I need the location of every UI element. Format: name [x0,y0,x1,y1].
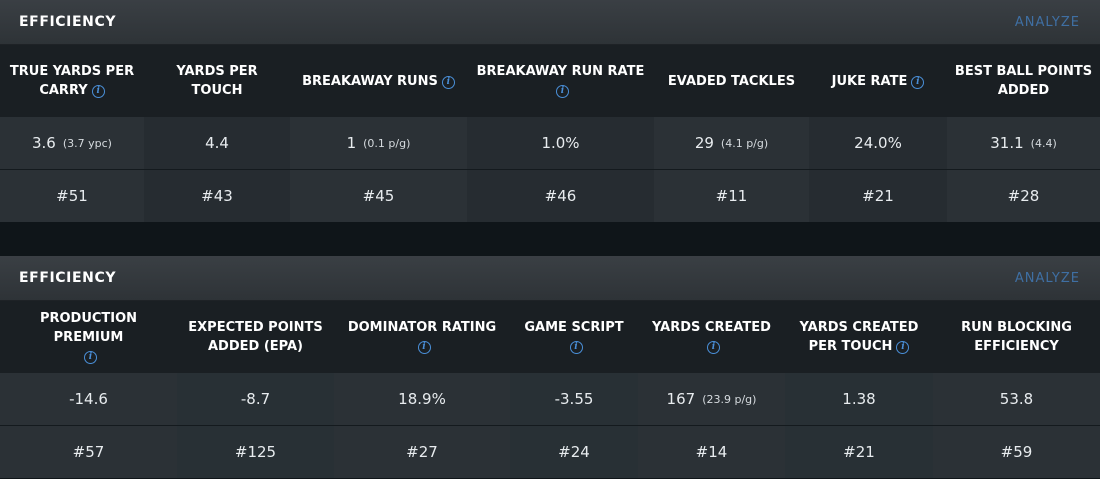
stats-grid: PRODUCTION PREMIUM i -14.6 #57 EXPECTED P… [0,301,1100,478]
stat-rank: #28 [947,170,1100,222]
analyze-link[interactable]: ANALYZE [1014,14,1080,30]
stat-column-epa: EXPECTED POINTS ADDED (EPA) -8.7 #125 [177,301,334,478]
stat-value: 18.9% [334,373,510,426]
panel-header: EFFICIENCY ANALYZE [0,0,1100,45]
stat-column-production-premium: PRODUCTION PREMIUM i -14.6 #57 [0,301,177,478]
stat-value: 3.6 (3.7 ypc) [0,117,144,170]
stat-rank: #27 [334,426,510,478]
info-icon[interactable]: i [707,341,720,354]
column-header: YARDS CREATEDi [638,301,785,373]
stat-rank: #51 [0,170,144,222]
stat-value: 1 (0.1 p/g) [290,117,467,170]
stat-value: -14.6 [0,373,177,426]
stat-rank: #59 [933,426,1100,478]
stat-rank: #46 [467,170,654,222]
stat-column-best-ball-points-added: BEST BALL POINTS ADDED 31.1 (4.4) #28 [947,45,1100,222]
info-icon[interactable]: i [417,341,431,354]
panel-gap [0,222,1100,256]
stat-rank: #11 [654,170,809,222]
efficiency-panel-1: EFFICIENCY ANALYZE TRUE YARDS PER CARRY i… [0,0,1100,222]
stat-rank: #125 [177,426,334,478]
stat-rank: #21 [809,170,947,222]
stat-value: -8.7 [177,373,334,426]
stat-value: 1.38 [785,373,933,426]
stat-value: 24.0% [809,117,947,170]
stat-column-dominator-rating: DOMINATOR RATINGi 18.9% #27 [334,301,510,478]
panel-title: EFFICIENCY [19,270,117,286]
column-header: DOMINATOR RATINGi [334,301,510,373]
column-header: YARDS CREATED PER TOUCH i [785,301,933,373]
info-icon[interactable]: i [556,85,569,98]
stat-column-yards-created-per-touch: YARDS CREATED PER TOUCH i 1.38 #21 [785,301,933,478]
stat-rank: #24 [510,426,638,478]
column-header: TRUE YARDS PER CARRY i [0,45,144,117]
stat-column-breakaway-runs: BREAKAWAY RUNS i 1 (0.1 p/g) #45 [290,45,467,222]
stat-column-breakaway-run-rate: BREAKAWAY RUN RATEi 1.0% #46 [467,45,654,222]
column-header: BREAKAWAY RUNS i [290,45,467,117]
stat-value: 4.4 [144,117,290,170]
info-icon[interactable]: i [84,350,97,364]
stat-column-yards-created: YARDS CREATEDi 167 (23.9 p/g) #14 [638,301,785,478]
stat-rank: #21 [785,426,933,478]
column-header: PRODUCTION PREMIUM i [0,301,177,373]
stat-column-run-blocking-efficiency: RUN BLOCKING EFFICIENCY 53.8 #59 [933,301,1100,478]
stat-value: 167 (23.9 p/g) [638,373,785,426]
stat-rank: #14 [638,426,785,478]
analyze-link[interactable]: ANALYZE [1014,270,1080,286]
stat-column-evaded-tackles: EVADED TACKLES 29 (4.1 p/g) #11 [654,45,809,222]
column-header: EVADED TACKLES [654,45,809,117]
stat-value: -3.55 [510,373,638,426]
info-icon[interactable]: i [896,341,910,354]
stat-value: 31.1 (4.4) [947,117,1100,170]
column-header: EXPECTED POINTS ADDED (EPA) [177,301,334,373]
column-header: BREAKAWAY RUN RATEi [467,45,654,117]
info-icon[interactable]: i [91,85,105,98]
column-header: RUN BLOCKING EFFICIENCY [933,301,1100,373]
stat-rank: #57 [0,426,177,478]
info-icon[interactable]: i [911,75,925,89]
column-header: GAME SCRIPTi [510,301,638,373]
stat-column-game-script: GAME SCRIPTi -3.55 #24 [510,301,638,478]
panel-title: EFFICIENCY [19,14,117,30]
stat-column-true-yards-per-carry: TRUE YARDS PER CARRY i 3.6 (3.7 ypc) #51 [0,45,144,222]
column-header: JUKE RATE i [809,45,947,117]
stat-column-yards-per-touch: YARDS PER TOUCH 4.4 #43 [144,45,290,222]
stat-rank: #45 [290,170,467,222]
efficiency-panel-2: EFFICIENCY ANALYZE PRODUCTION PREMIUM i -… [0,256,1100,479]
stat-rank: #43 [144,170,290,222]
stat-value: 29 (4.1 p/g) [654,117,809,170]
column-header: BEST BALL POINTS ADDED [947,45,1100,117]
info-icon[interactable]: i [441,75,455,89]
stats-grid: TRUE YARDS PER CARRY i 3.6 (3.7 ypc) #51 Y… [0,45,1100,222]
stat-value: 1.0% [467,117,654,170]
stat-column-juke-rate: JUKE RATE i 24.0% #21 [809,45,947,222]
panel-header: EFFICIENCY ANALYZE [0,256,1100,301]
info-icon[interactable]: i [569,341,583,354]
column-header: YARDS PER TOUCH [144,45,290,117]
stat-value: 53.8 [933,373,1100,426]
